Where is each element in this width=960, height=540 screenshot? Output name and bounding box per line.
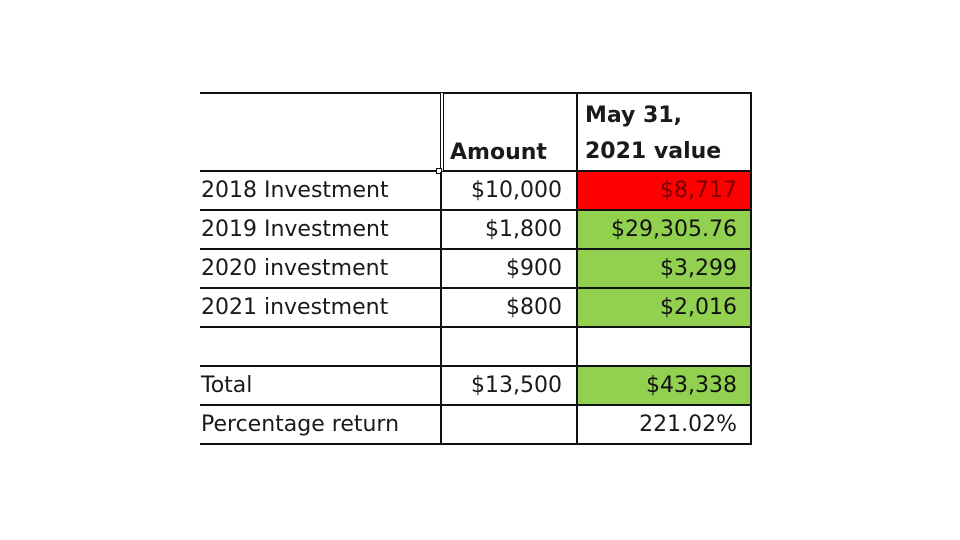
row-value-cell[interactable]: $29,305.76	[576, 211, 752, 250]
header-amount-cell[interactable]: Amount	[440, 92, 576, 172]
row-label-cell[interactable]: 2020 investment	[200, 250, 440, 289]
row-amount-cell[interactable]	[440, 328, 576, 367]
cell-fill-handle[interactable]	[436, 168, 442, 174]
row-amount-cell[interactable]: $800	[440, 289, 576, 328]
row-value-cell[interactable]: $8,717	[576, 172, 752, 211]
row-value-cell[interactable]: $3,299	[576, 250, 752, 289]
row-label-cell[interactable]: 2021 investment	[200, 289, 440, 328]
row-amount-cell[interactable]: $900	[440, 250, 576, 289]
row-amount-cell[interactable]: $1,800	[440, 211, 576, 250]
header-value-line1: May 31,	[585, 103, 683, 128]
row-amount-cell[interactable]	[440, 406, 576, 445]
header-value-line2: 2021 value	[585, 139, 722, 164]
row-label-cell[interactable]: 2019 Investment	[200, 211, 440, 250]
row-amount-cell[interactable]: $13,500	[440, 367, 576, 406]
row-amount-cell[interactable]: $10,000	[440, 172, 576, 211]
row-value-cell[interactable]: 221.02%	[576, 406, 752, 445]
header-value-cell[interactable]: May 31, 2021 value	[576, 92, 752, 172]
row-label-cell[interactable]: 2018 Investment	[200, 172, 440, 211]
row-value-cell[interactable]: $43,338	[576, 367, 752, 406]
row-label-cell[interactable]: Percentage return	[200, 406, 440, 445]
header-label-cell[interactable]	[200, 92, 440, 172]
row-label-cell[interactable]: Total	[200, 367, 440, 406]
row-value-cell[interactable]	[576, 328, 752, 367]
row-label-cell[interactable]	[200, 328, 440, 367]
row-value-cell[interactable]: $2,016	[576, 289, 752, 328]
